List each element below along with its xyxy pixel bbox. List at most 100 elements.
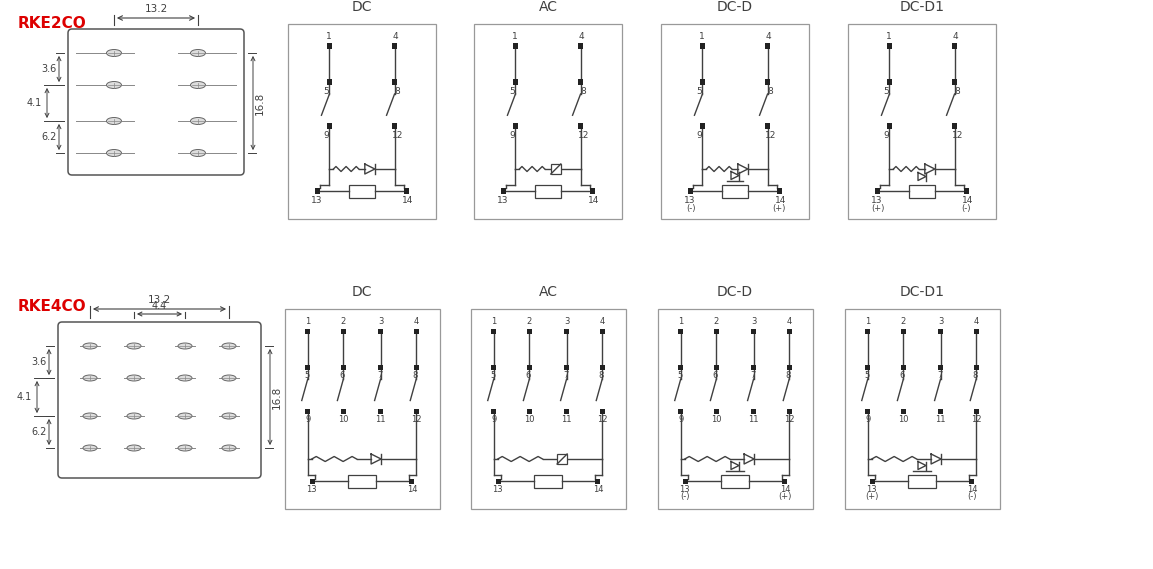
- Text: DC-D1: DC-D1: [899, 0, 944, 14]
- Ellipse shape: [178, 375, 193, 381]
- Bar: [751, 328, 756, 333]
- Bar: [909, 184, 935, 197]
- Ellipse shape: [223, 445, 236, 451]
- Bar: [535, 184, 562, 197]
- Text: 6: 6: [713, 372, 718, 381]
- Ellipse shape: [190, 50, 205, 56]
- Text: 2: 2: [714, 318, 719, 327]
- Bar: [474, 24, 621, 219]
- Bar: [491, 409, 496, 414]
- Bar: [513, 123, 518, 129]
- Ellipse shape: [83, 445, 97, 451]
- Text: 5: 5: [677, 372, 683, 381]
- Ellipse shape: [83, 413, 97, 419]
- Bar: [764, 123, 770, 129]
- Text: 11: 11: [376, 415, 386, 424]
- Text: 5: 5: [864, 372, 869, 381]
- Text: 1: 1: [512, 32, 518, 41]
- Bar: [714, 328, 719, 333]
- Text: 4: 4: [579, 32, 585, 41]
- Bar: [974, 365, 979, 369]
- Text: 13: 13: [866, 485, 876, 494]
- Text: 8: 8: [785, 372, 791, 381]
- Bar: [952, 43, 957, 49]
- Bar: [764, 79, 770, 85]
- Text: 16.8: 16.8: [272, 385, 282, 409]
- Text: 6.2: 6.2: [31, 427, 47, 437]
- Text: 1: 1: [886, 32, 891, 41]
- Bar: [900, 409, 906, 414]
- Bar: [683, 479, 688, 484]
- Bar: [285, 309, 439, 509]
- Text: (-): (-): [967, 493, 977, 501]
- Text: 3: 3: [564, 318, 570, 327]
- Text: 12: 12: [784, 415, 794, 424]
- Text: 6.2: 6.2: [42, 132, 56, 142]
- Bar: [974, 328, 979, 333]
- Ellipse shape: [106, 81, 121, 89]
- Text: 10: 10: [711, 415, 722, 424]
- Bar: [578, 123, 583, 129]
- Text: 14: 14: [962, 196, 973, 205]
- Text: 13: 13: [684, 196, 695, 205]
- Bar: [847, 24, 996, 219]
- Text: 5: 5: [510, 86, 515, 96]
- Text: 13: 13: [311, 196, 323, 205]
- Text: 1: 1: [699, 32, 704, 41]
- Bar: [392, 43, 398, 49]
- Text: 1: 1: [306, 318, 310, 327]
- Text: 4.1: 4.1: [27, 98, 42, 108]
- Bar: [887, 43, 892, 49]
- Text: 12: 12: [952, 131, 963, 140]
- Bar: [678, 328, 684, 333]
- Bar: [974, 409, 979, 414]
- Bar: [404, 188, 409, 194]
- Text: 14: 14: [967, 485, 978, 494]
- FancyBboxPatch shape: [68, 29, 244, 175]
- Text: AC: AC: [538, 285, 558, 299]
- Bar: [578, 43, 583, 49]
- Bar: [414, 328, 419, 333]
- Bar: [341, 409, 346, 414]
- Text: DC-D: DC-D: [717, 0, 753, 14]
- Text: (+): (+): [778, 493, 791, 501]
- Text: 6: 6: [526, 372, 532, 381]
- Text: 4: 4: [600, 318, 605, 327]
- Text: 14: 14: [594, 485, 604, 494]
- Text: (-): (-): [962, 204, 971, 213]
- Text: DC-D1: DC-D1: [899, 285, 944, 299]
- Text: 13.2: 13.2: [144, 4, 167, 14]
- Bar: [939, 409, 943, 414]
- Text: 9: 9: [491, 415, 497, 424]
- Text: 12: 12: [392, 131, 404, 140]
- Text: 8: 8: [394, 86, 400, 96]
- Bar: [306, 328, 310, 333]
- Text: 14: 14: [781, 485, 791, 494]
- Bar: [900, 328, 906, 333]
- Ellipse shape: [178, 445, 193, 451]
- Bar: [306, 409, 310, 414]
- Text: 4: 4: [414, 318, 419, 327]
- Bar: [564, 409, 570, 414]
- Text: (+): (+): [866, 493, 879, 501]
- Bar: [939, 328, 943, 333]
- Text: 11: 11: [935, 415, 945, 424]
- Text: 8: 8: [768, 86, 774, 96]
- Ellipse shape: [127, 375, 141, 381]
- Bar: [909, 475, 936, 488]
- FancyBboxPatch shape: [58, 322, 261, 478]
- Bar: [865, 365, 871, 369]
- Text: 5: 5: [304, 372, 309, 381]
- Bar: [589, 188, 595, 194]
- Bar: [326, 79, 332, 85]
- Text: (+): (+): [773, 204, 786, 213]
- Bar: [777, 188, 782, 194]
- Text: 9: 9: [696, 131, 702, 140]
- Text: 16.8: 16.8: [255, 92, 265, 114]
- Bar: [764, 43, 770, 49]
- Text: 3: 3: [751, 318, 756, 327]
- Bar: [378, 409, 383, 414]
- Bar: [875, 188, 881, 194]
- Bar: [496, 479, 500, 484]
- Bar: [414, 365, 419, 369]
